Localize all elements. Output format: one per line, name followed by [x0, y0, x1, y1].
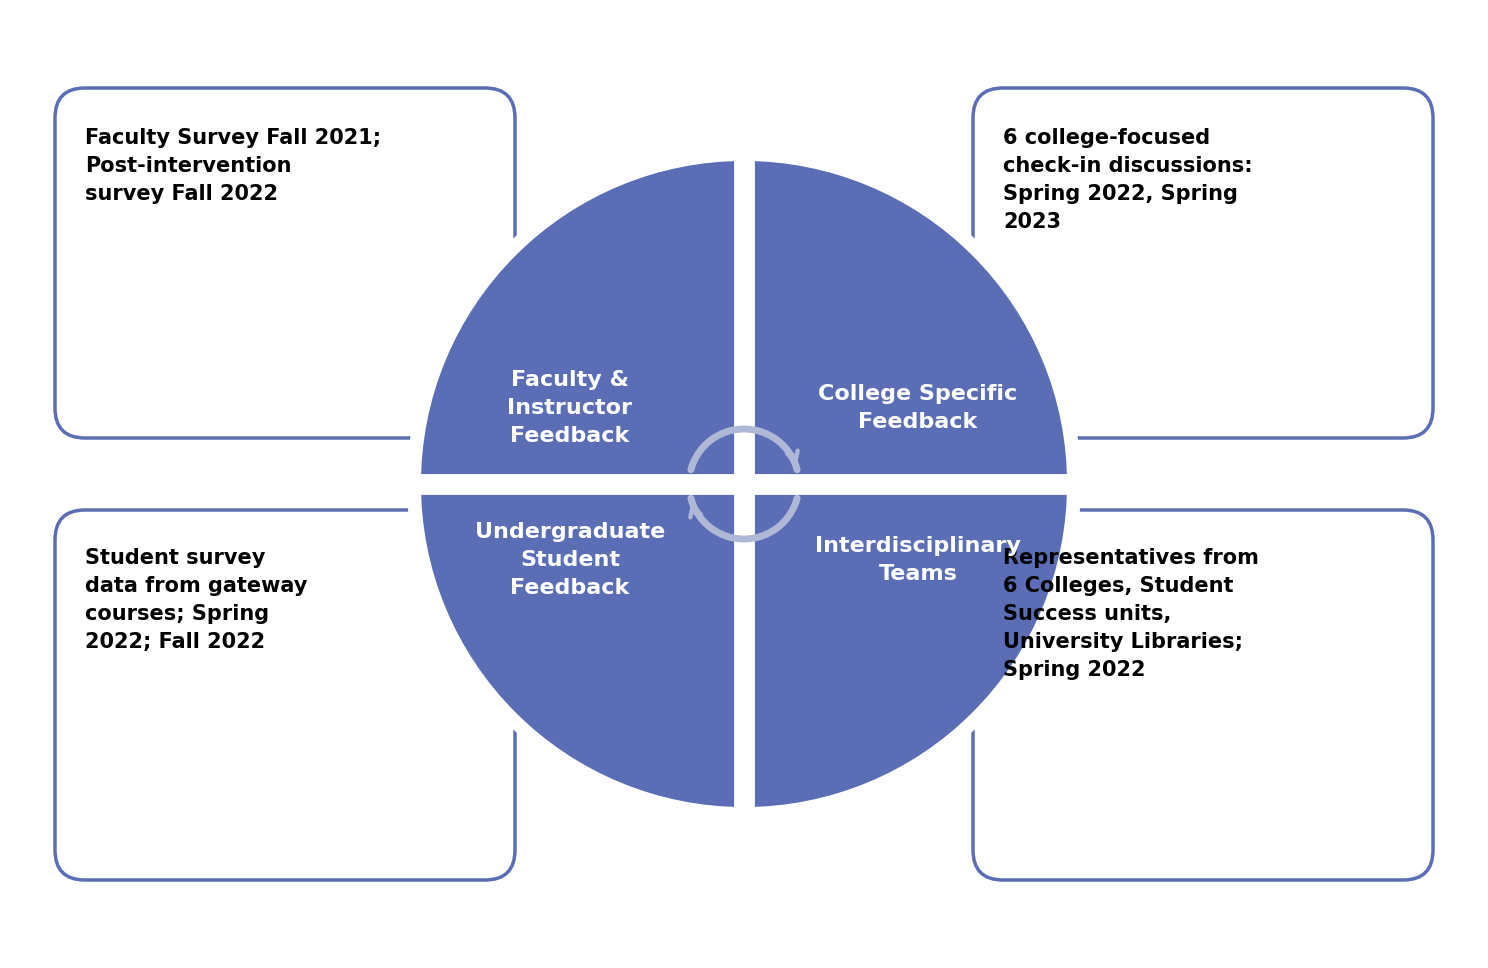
Text: Interdisciplinary
Teams: Interdisciplinary Teams [815, 536, 1021, 584]
Text: Faculty &
Instructor
Feedback: Faculty & Instructor Feedback [507, 370, 632, 446]
Text: Undergraduate
Student
Feedback: Undergraduate Student Feedback [475, 522, 665, 598]
Text: Student survey
data from gateway
courses; Spring
2022; Fall 2022: Student survey data from gateway courses… [85, 548, 308, 652]
FancyBboxPatch shape [55, 88, 515, 438]
Wedge shape [744, 484, 1074, 814]
Text: Faculty Survey Fall 2021;
Post-intervention
survey Fall 2022: Faculty Survey Fall 2021; Post-intervent… [85, 128, 381, 204]
Text: 6 college-focused
check-in discussions:
Spring 2022, Spring
2023: 6 college-focused check-in discussions: … [1003, 128, 1253, 232]
FancyBboxPatch shape [973, 88, 1433, 438]
Text: College Specific
Feedback: College Specific Feedback [818, 384, 1018, 432]
FancyBboxPatch shape [55, 510, 515, 880]
Wedge shape [414, 154, 744, 484]
Wedge shape [744, 154, 1074, 484]
FancyBboxPatch shape [973, 510, 1433, 880]
Text: Representatives from
6 Colleges, Student
Success units,
University Libraries;
Sp: Representatives from 6 Colleges, Student… [1003, 548, 1259, 680]
Wedge shape [414, 484, 744, 814]
